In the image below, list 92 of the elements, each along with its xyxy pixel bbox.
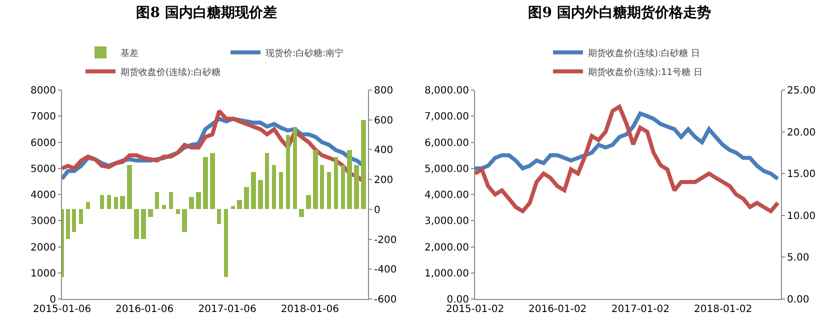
bar [210, 153, 215, 209]
bar [286, 135, 290, 209]
y2-tick-label: 800 [374, 86, 394, 96]
chart-title: 图9 国内外白糖期货价格走势 [527, 4, 712, 23]
y2-tick-label: 10.00 [787, 210, 816, 222]
y-tick-label: 3,000.00 [424, 216, 469, 228]
bar [341, 165, 345, 209]
bar [354, 165, 359, 209]
x-tick-label: 2016-01-06 [115, 304, 174, 315]
y2-tick-label: 5.00 [787, 252, 810, 264]
bar [86, 202, 90, 209]
y2-tick-label: -200 [374, 234, 397, 246]
y-tick-label: 5000 [30, 164, 56, 175]
y-tick-label: 0.00 [446, 294, 469, 306]
bar [224, 209, 228, 277]
x-tick-label: 2017-01-02 [611, 304, 670, 315]
y2-tick-label: -600 [374, 294, 397, 306]
bar [313, 150, 318, 209]
bar [327, 172, 331, 209]
legend-label: 基差 [120, 48, 138, 59]
bar [293, 127, 297, 209]
bar [155, 192, 159, 209]
bar [217, 209, 221, 224]
y2-tick-label: 25.00 [787, 86, 816, 96]
bar [347, 150, 352, 209]
bar [265, 153, 269, 209]
bar [176, 209, 180, 214]
x-tick-label: 2015-01-06 [32, 304, 92, 315]
bar [127, 165, 132, 209]
bar [169, 192, 173, 209]
bar [120, 196, 125, 209]
y2-tick-label: -400 [374, 264, 397, 276]
y-tick-label: 8,000.00 [424, 86, 469, 96]
y-tick-label: 1000 [30, 268, 56, 280]
bar [299, 209, 304, 217]
y2-tick-label: 15.00 [787, 169, 816, 180]
bar [251, 172, 256, 209]
y2-tick-label: 200 [374, 175, 394, 186]
y-tick-label: 7,000.00 [424, 112, 469, 123]
bar [134, 209, 139, 239]
legend-label: 期货收盘价(连续):11号糖 日 [588, 66, 702, 78]
bar [182, 209, 187, 232]
bar [237, 200, 242, 209]
y-tick-label: 0 [50, 294, 56, 306]
bar [114, 197, 118, 209]
x-tick-label: 2017-01-06 [198, 304, 256, 315]
bar [231, 206, 235, 209]
bar [334, 157, 338, 209]
x-tick-label: 2016-01-02 [528, 304, 587, 315]
x-tick-label: 2018-01-06 [280, 304, 339, 315]
legend-label: 期货收盘价(连续):白砂糖 [120, 66, 221, 78]
bar [66, 209, 70, 239]
y-tick-label: 7000 [30, 112, 56, 123]
y2-tick-label: 600 [374, 115, 394, 126]
y-tick-label: 2,000.00 [424, 242, 469, 254]
x-tick-label: 2018-01-02 [694, 304, 752, 315]
bar [189, 197, 194, 209]
line-series [475, 104, 780, 214]
bar [107, 195, 111, 209]
y-tick-label: 3000 [30, 216, 56, 228]
bar [148, 209, 153, 217]
bar [72, 209, 76, 232]
bar [162, 205, 166, 209]
y2-tick-label: 0.00 [787, 294, 810, 306]
bar [258, 180, 263, 209]
y-tick-label: 2000 [30, 242, 56, 254]
bar [100, 195, 104, 209]
bar [361, 120, 366, 209]
bar [279, 172, 283, 209]
chart-title: 图8 国内白糖期现价差 [135, 4, 278, 23]
bar [141, 209, 146, 239]
bar [244, 187, 249, 209]
y-tick-label: 4000 [30, 190, 56, 201]
y-tick-label: 6,000.00 [424, 138, 469, 149]
y-tick-label: 1,000.00 [424, 268, 469, 280]
bar [196, 192, 201, 209]
line-series [475, 112, 780, 181]
y-tick-label: 6000 [30, 138, 56, 149]
y-tick-label: 5,000.00 [424, 164, 469, 175]
y2-tick-label: 0 [374, 204, 380, 216]
x-tick-label: 2015-01-02 [446, 304, 504, 315]
legend-label: 现货价:白砂糖:南宁 [266, 48, 344, 59]
y2-tick-label: 20.00 [787, 127, 816, 138]
y-tick-label: 4,000.00 [424, 190, 469, 201]
bar [306, 195, 311, 209]
bar [79, 209, 83, 224]
y2-tick-label: 400 [374, 145, 394, 156]
bar [320, 165, 324, 209]
legend-label: 期货收盘价(连续):白砂糖 日 [588, 48, 700, 59]
bar [272, 165, 276, 209]
y-tick-label: 8000 [30, 86, 56, 96]
bar [203, 157, 208, 209]
